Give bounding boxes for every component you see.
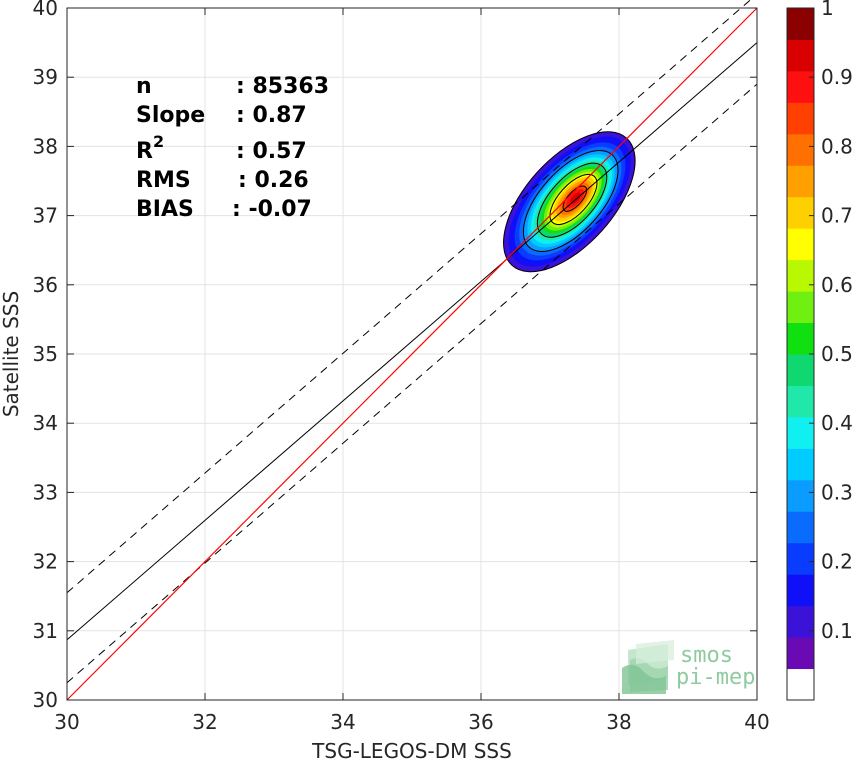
colorbar-swatch [787, 479, 814, 512]
y-tick-label: 33 [33, 480, 58, 504]
colorbar-swatch [787, 511, 814, 544]
y-tick-label: 34 [33, 411, 58, 435]
density-contours [503, 131, 636, 273]
colorbar-tick-label: 0.6 [821, 273, 853, 297]
stat-bias-value: : -0.07 [232, 197, 312, 222]
logo-text-pi-mep: pi-mep [676, 665, 755, 690]
colorbar-tick-label: 1 [821, 0, 834, 20]
regression-line [66, 42, 758, 641]
x-tick-label: 32 [192, 710, 217, 734]
colorbar-swatch [787, 133, 814, 166]
colorbar-swatch [787, 385, 814, 418]
stat-n-label: n [136, 74, 152, 99]
logo-waves-icon [622, 640, 674, 694]
x-tick-label: 36 [468, 710, 493, 734]
colorbar-swatch [787, 70, 814, 103]
colorbar-swatch [787, 354, 814, 386]
y-tick-label: 31 [33, 619, 58, 643]
identity-line [66, 7, 758, 701]
stat-r2-value: : 0.57 [236, 139, 307, 164]
stat-slope-value: : 0.87 [236, 103, 307, 128]
y-tick-label: 38 [33, 134, 58, 158]
colorbar-swatch [787, 291, 814, 324]
y-tick-label: 40 [33, 0, 58, 20]
logo-text-smos: smos [680, 643, 733, 668]
colorbar-swatch [787, 322, 814, 355]
regression-bound-line [66, 83, 758, 684]
colorbar-swatch [787, 228, 814, 261]
y-axis-title: Satellite SSS [0, 291, 23, 417]
stat-slope-label: Slope [136, 103, 205, 128]
colorbar-swatch [787, 448, 814, 481]
colorbar-swatch [787, 416, 814, 449]
colorbar-swatch [787, 542, 814, 575]
stat-r2-letter: R [136, 139, 153, 164]
x-tick-label: 38 [606, 710, 631, 734]
stat-n-value: : 85363 [236, 74, 329, 99]
colorbar-swatch [787, 102, 814, 135]
colorbar-swatch [787, 668, 814, 701]
stat-r2-superscript: 2 [153, 132, 164, 151]
stat-rms-value: : 0.26 [238, 168, 309, 193]
colorbar: 0.1 0.2 0.3 0.4 0.5 0.6 0.7 0.8 0.9 1 [786, 0, 853, 701]
y-axis-ticks: 30 31 32 33 34 35 36 37 38 39 40 [33, 0, 757, 712]
colorbar-tick-label: 0.5 [821, 342, 853, 366]
colorbar-tick-label: 0.7 [821, 204, 853, 228]
y-tick-label: 37 [33, 204, 58, 228]
x-tick-label: 40 [744, 710, 769, 734]
colorbar-tick-label: 0.3 [821, 480, 853, 504]
regression-lines [66, 0, 758, 701]
colorbar-swatch [787, 574, 814, 607]
x-axis-title: TSG-LEGOS-DM SSS [311, 739, 512, 763]
colorbar-swatch [787, 605, 814, 638]
stat-bias-label: BIAS [136, 197, 194, 222]
density-contour-level [570, 192, 581, 204]
y-tick-label: 39 [33, 65, 58, 89]
colorbar-swatch [787, 39, 814, 72]
y-tick-label: 35 [33, 342, 58, 366]
x-tick-label: 30 [54, 710, 79, 734]
colorbar-tick-label: 0.2 [821, 550, 853, 574]
x-tick-label: 34 [330, 710, 355, 734]
stat-r2-label: R2 [136, 132, 164, 164]
y-tick-label: 30 [33, 688, 58, 712]
x-axis-ticks: 30 32 34 36 38 40 [54, 8, 770, 734]
colorbar-swatch [787, 196, 814, 229]
colorbar-tick-label: 0.9 [821, 65, 853, 89]
regression-bound-line [66, 0, 752, 594]
smos-pi-mep-logo: smos pi-mep [622, 640, 755, 694]
colorbar-tick-label: 0.1 [821, 619, 853, 643]
colorbar-swatch [787, 637, 814, 670]
colorbar-tick-label: 0.8 [821, 134, 853, 158]
colorbar-swatch [787, 8, 814, 40]
stat-rms-label: RMS [136, 168, 191, 193]
colorbar-swatch [787, 165, 814, 198]
y-tick-label: 36 [33, 273, 58, 297]
colorbar-swatch [787, 259, 814, 292]
stats-annotation: n : 85363 Slope : 0.87 R2 : 0.57 RMS : 0… [136, 74, 329, 222]
colorbar-tick-label: 0.4 [821, 411, 853, 435]
y-tick-label: 32 [33, 550, 58, 574]
